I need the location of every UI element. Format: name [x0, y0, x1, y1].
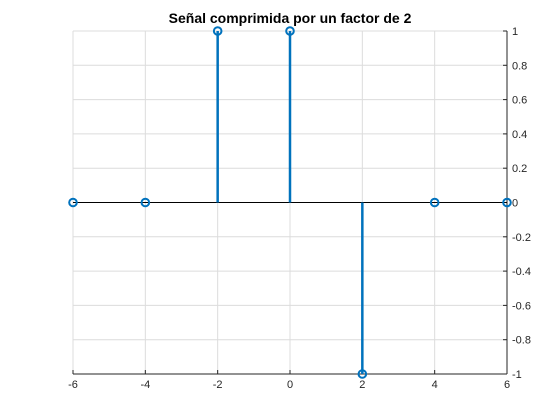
x-tick-label: -2 — [213, 379, 223, 391]
x-tick-label: 6 — [504, 379, 510, 391]
stem-marker — [140, 197, 151, 208]
y-tick-label: 0.4 — [512, 129, 527, 141]
stem-marker — [68, 197, 78, 208]
stem-marker — [502, 197, 512, 208]
x-tick-label: -4 — [140, 379, 150, 391]
y-axis-ticks: -1 -0.8 -0.6 -0.4 -0.2 0 0.2 0.4 0.6 0.8 1 — [503, 26, 531, 381]
y-tick-label: -0.6 — [512, 300, 531, 312]
x-axis-ticks: -6 -4 -2 0 2 4 6 — [68, 370, 510, 391]
y-tick-label: -0.8 — [512, 335, 531, 347]
y-tick-label: 0 — [512, 198, 518, 210]
y-tick-label: -0.2 — [512, 232, 531, 244]
y-tick-label: -1 — [512, 369, 522, 381]
x-tick-label: 4 — [432, 379, 438, 391]
stem-marker — [357, 369, 368, 379]
x-tick-label: 0 — [287, 379, 293, 391]
y-tick-label: 1 — [512, 26, 518, 38]
chart-title: Señal comprimida por un factor de 2 — [169, 10, 412, 26]
stem-marker — [212, 26, 223, 36]
stem-marker — [285, 26, 295, 36]
y-tick-label: 0.8 — [512, 60, 527, 72]
y-tick-label: 0.6 — [512, 95, 527, 107]
stem-series — [68, 26, 512, 379]
x-tick-label: 2 — [359, 379, 365, 391]
y-tick-label: -0.4 — [512, 266, 531, 278]
y-tick-label: 0.2 — [512, 163, 527, 175]
x-tick-label: -6 — [68, 379, 78, 391]
stem-marker — [429, 197, 440, 208]
